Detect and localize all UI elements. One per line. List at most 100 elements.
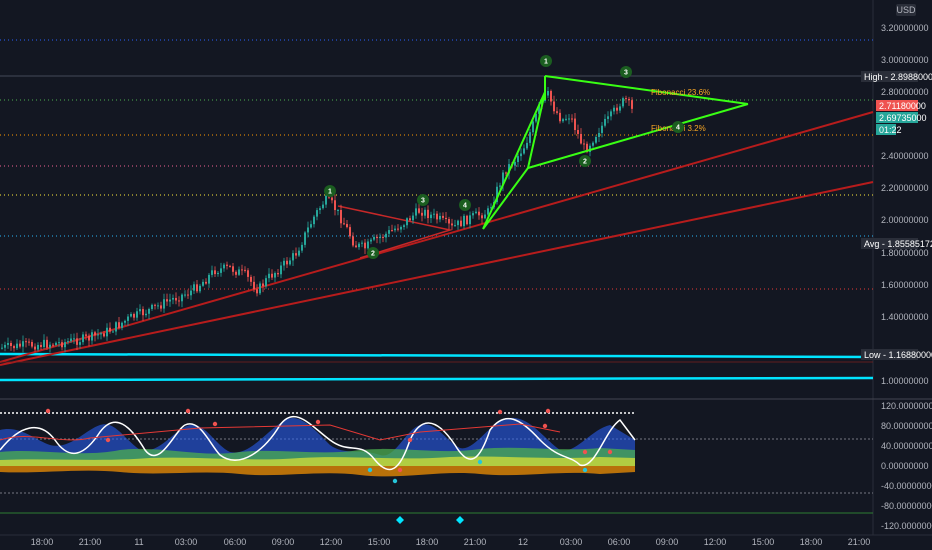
candle-body [349,227,351,237]
candle-body [595,136,597,143]
osc-sell-dot [105,437,111,443]
candle-body [37,344,39,350]
candle-body [619,106,621,111]
low-tag-bg [861,349,918,360]
countdown-tag-bg [876,124,896,135]
time-tick-label: 03:00 [560,537,583,547]
time-tick-label: 18:00 [800,537,823,547]
time-tick-label: 18:00 [416,537,439,547]
candle-body [571,118,573,120]
candlestick-series[interactable] [1,87,633,353]
candle-body [391,230,393,232]
candle-body [262,283,264,287]
price-axis[interactable]: USD 3.20000000 3.00000000 2.80000000 2.4000… [872,0,929,535]
support-lines [0,352,874,382]
candle-body [301,244,303,251]
price-tick-label: 1.60000000 [881,280,929,290]
price-tick-label: 2.20000000 [881,183,929,193]
candle-body [235,271,237,275]
time-tick-label: 11 [134,537,143,547]
candle-body [166,299,168,302]
candle-body [103,333,105,337]
candle-body [145,313,147,316]
candle-body [484,214,486,219]
candle-body [514,162,516,166]
candle-body [220,268,222,273]
candle-body [298,250,300,256]
osc-sell-dot [607,449,613,455]
price-tick-label: 2.00000000 [881,215,929,225]
candle-body [124,320,126,323]
osc-buy-dot [367,467,373,473]
candle-body [478,211,480,216]
currency-badge[interactable] [896,4,916,16]
candle-body [40,344,42,347]
candle-body [325,195,327,205]
wave-label: 2 [371,251,375,258]
osc-tick-label: 80.00000000 [881,421,932,431]
time-tick-label: 21:00 [848,537,871,547]
time-axis[interactable]: 18:00 21:00 11 03:00 06:00 09:00 12:00 15:00 18:… [0,534,932,547]
osc-sell-dot [397,467,403,473]
time-tick-label: 15:00 [752,537,775,547]
candle-body [610,111,612,117]
candle-body [190,290,192,296]
candle-body [184,294,186,296]
time-tick-label: 12 [518,537,528,547]
time-tick-label: 21:00 [79,537,102,547]
candle-body [616,107,618,111]
candle-body [457,220,459,226]
candle-body [169,299,171,302]
osc-diamond-marker [456,516,464,524]
candle-body [355,245,357,248]
candle-body [226,264,228,266]
wave-marker [324,185,336,197]
candle-body [331,197,333,201]
osc-sell-dot [497,409,503,415]
countdown-tag: 01:22 [879,125,902,135]
candle-body [625,98,627,100]
candle-body [418,208,420,213]
candle-body [238,269,240,275]
candle-body [451,223,453,226]
candle-body [454,225,456,227]
candle-body [175,297,177,301]
candle-body [394,228,396,231]
candle-body [628,98,630,101]
candle-body [352,236,354,246]
candle-body [496,186,498,203]
candle-body [304,232,306,245]
wave-label: 1 [328,189,332,196]
osc-sell-dot [407,437,413,443]
candle-body [154,304,156,306]
candle-body [91,332,93,341]
candle-body [565,118,567,120]
candle-body [592,142,594,146]
osc-tick-label: 120.00000000 [881,401,932,411]
candle-body [334,200,336,211]
candle-body [586,143,588,152]
candle-body [211,270,213,275]
candle-body [265,278,267,287]
avg-tag-bg [861,238,918,249]
osc-sell-dot [315,419,321,425]
trendline-steep [0,111,874,363]
osc-sell-dot [45,408,51,414]
high-tag: High - 2.89880000 [864,72,932,82]
candle-body [550,90,552,102]
candle-body [547,90,549,96]
candle-body [283,260,285,266]
candle-body [589,145,591,152]
osc-sell-dot [545,408,551,414]
candle-body [580,133,582,144]
time-tick-label: 09:00 [272,537,295,547]
candle-body [361,242,363,244]
candle-body [370,239,372,242]
oscillator-pane[interactable]: 120.00000000 80.00000000 40.00000000 0.0000… [0,401,932,531]
time-tick-label: 06:00 [224,537,247,547]
price-tick-label: 2.80000000 [881,87,929,97]
candle-body [442,215,444,218]
candle-body [268,273,270,279]
candle-body [85,334,87,336]
